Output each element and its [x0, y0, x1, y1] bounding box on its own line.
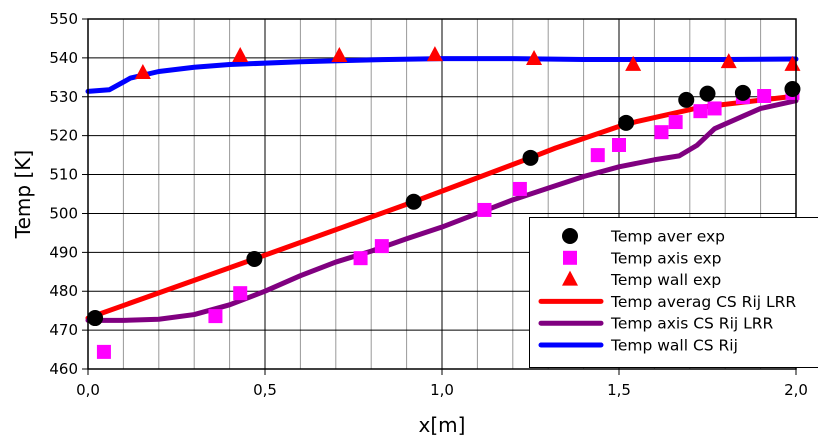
y-tick-label: 550: [49, 10, 78, 28]
data-point-square: [208, 309, 223, 324]
data-point-triangle: [526, 50, 543, 66]
y-tick-label: 460: [49, 360, 78, 378]
data-point-square: [374, 239, 389, 254]
legend-label: Temp axis CS Rij LRR: [610, 315, 774, 333]
data-point-square: [654, 125, 669, 140]
data-point-circle: [699, 85, 716, 102]
y-tick-label: 470: [49, 321, 78, 339]
data-point-triangle: [426, 46, 443, 62]
data-point-circle: [678, 91, 695, 108]
x-tick-label: 0,0: [76, 381, 100, 399]
data-point-triangle: [134, 64, 151, 80]
x-tick-label: 2,0: [784, 381, 808, 399]
tick-labels: 0,0 0,5 1,0 1,5 2,0 460 470 480 490 500 510 520 530 5…: [49, 10, 808, 399]
data-point-square: [96, 344, 111, 359]
x-tick-label: 1,5: [607, 381, 631, 399]
data-point-triangle: [232, 46, 249, 62]
legend-label: Temp wall exp: [610, 271, 721, 289]
data-point-square: [233, 286, 248, 301]
data-point-square: [612, 138, 626, 152]
y-axis-label: Temp [K]: [11, 150, 35, 239]
y-tick-label: 540: [49, 49, 78, 67]
data-point-circle: [784, 81, 801, 97]
y-tick-label: 500: [49, 204, 78, 222]
data-point-square: [757, 89, 772, 103]
data-point-square: [707, 101, 722, 116]
y-tick-label: 530: [49, 88, 78, 106]
y-tick-label: 520: [49, 127, 78, 145]
x-axis-label: x[m]: [419, 413, 466, 437]
legend-marker-triangle: [562, 270, 578, 286]
data-point-square: [668, 115, 683, 130]
data-point-circle: [87, 310, 104, 327]
data-point-square: [512, 181, 527, 196]
series-line-4: [85, 98, 799, 323]
data-point-square: [590, 148, 605, 163]
data-point-circle: [246, 250, 263, 267]
x-tick-label: 1,0: [430, 381, 454, 399]
plot-frame: [87, 18, 797, 370]
legend-marker-square: [563, 250, 577, 265]
data-point-circle: [618, 114, 635, 131]
data-point-circle: [734, 84, 751, 101]
legend-label: Temp averag CS Rij LRR: [610, 293, 796, 311]
data-point-square: [693, 104, 708, 119]
y-tick-label: 490: [49, 243, 78, 261]
data-point-circle: [522, 149, 539, 166]
legend-label: Temp axis exp: [610, 249, 722, 267]
y-tick-label: 480: [49, 282, 78, 300]
legend: Temp aver exp Temp axis exp Temp wall exp T…: [529, 217, 818, 368]
series-layer: [85, 46, 801, 359]
data-point-square: [353, 251, 368, 266]
data-point-circle: [405, 193, 422, 210]
legend-marker-circle: [562, 228, 578, 244]
legend-label: Temp wall CS Rij: [610, 337, 738, 355]
data-point-triangle: [720, 53, 737, 69]
data-point-triangle: [331, 46, 348, 62]
data-point-square: [477, 202, 492, 217]
x-tick-label: 0,5: [253, 381, 277, 399]
series-line-3: [85, 93, 799, 321]
y-tick-label: 510: [49, 166, 78, 184]
data-point-triangle: [625, 55, 642, 71]
legend-label: Temp aver exp: [610, 228, 725, 246]
